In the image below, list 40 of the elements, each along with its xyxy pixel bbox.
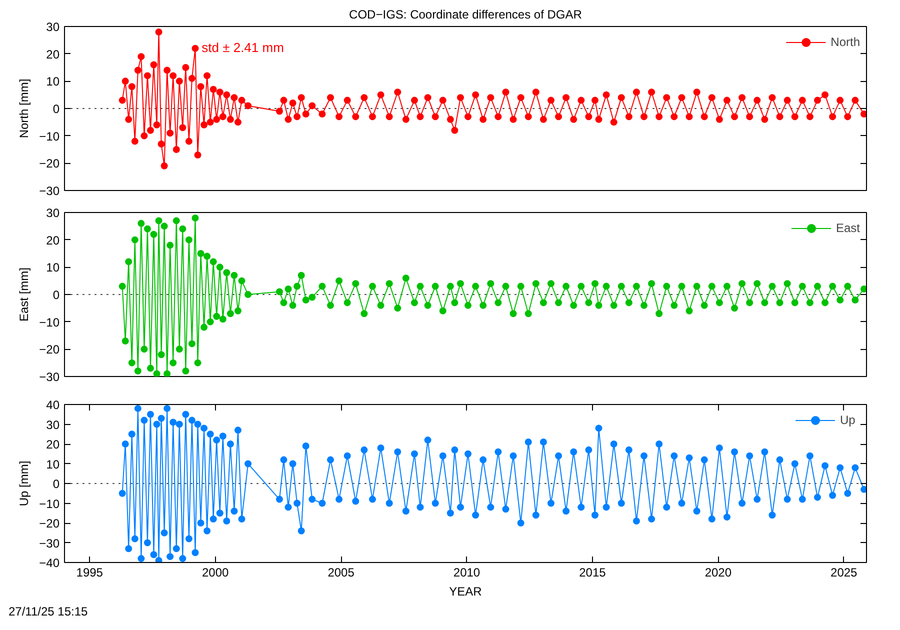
y-tick-label: 20 [46, 438, 60, 452]
y-axis-title: Up [mm] [17, 460, 32, 506]
legend-label: East [836, 221, 860, 235]
y-tick-label: 20 [46, 47, 60, 62]
chart-title: COD−IGS: Coordinate differences of DGAR [349, 8, 582, 22]
x-tick-label: 2020 [704, 566, 732, 580]
y-tick-label: 10 [46, 74, 60, 89]
y-tick-label: −10 [39, 496, 60, 511]
x-tick-label: 1995 [76, 566, 104, 580]
y-tick-label: 0 [52, 288, 60, 302]
y-tick-label: −20 [39, 516, 60, 530]
y-tick-label: −40 [39, 556, 60, 570]
y-tick-label: 0 [52, 102, 60, 116]
y-tick-label: 0 [52, 477, 60, 491]
y-tick-label: 30 [46, 206, 60, 220]
y-tick-label: 20 [46, 233, 60, 248]
x-tick-label: 2005 [328, 566, 355, 580]
x-axis-title: YEAR [449, 584, 482, 598]
y-tick-label: −10 [39, 129, 60, 144]
y-tick-label: −10 [39, 315, 60, 330]
y-tick-label: 30 [46, 20, 60, 34]
annotation: std ± 2.41 mm [202, 40, 284, 55]
legend-label: North [830, 35, 860, 49]
y-tick-label: 30 [46, 418, 60, 432]
legend-label: Up [840, 413, 856, 427]
x-tick-label: 2015 [579, 566, 606, 580]
y-tick-label: −30 [39, 184, 60, 198]
y-tick-label: 10 [46, 260, 60, 275]
text: 27/11/25 15:15 [8, 604, 88, 618]
y-tick-label: −30 [39, 370, 60, 384]
y-axis-title: East [mm] [17, 267, 32, 322]
x-tick-label: 2025 [830, 566, 858, 580]
y-axis-title: North [mm] [17, 78, 32, 138]
y-tick-label: 10 [46, 457, 60, 472]
y-tick-label: −20 [39, 156, 60, 171]
y-tick-label: −20 [39, 342, 60, 357]
y-tick-label: −30 [39, 536, 60, 550]
x-tick-label: 2010 [453, 566, 480, 580]
y-tick-label: 40 [46, 398, 60, 412]
x-tick-label: 2000 [202, 566, 230, 580]
